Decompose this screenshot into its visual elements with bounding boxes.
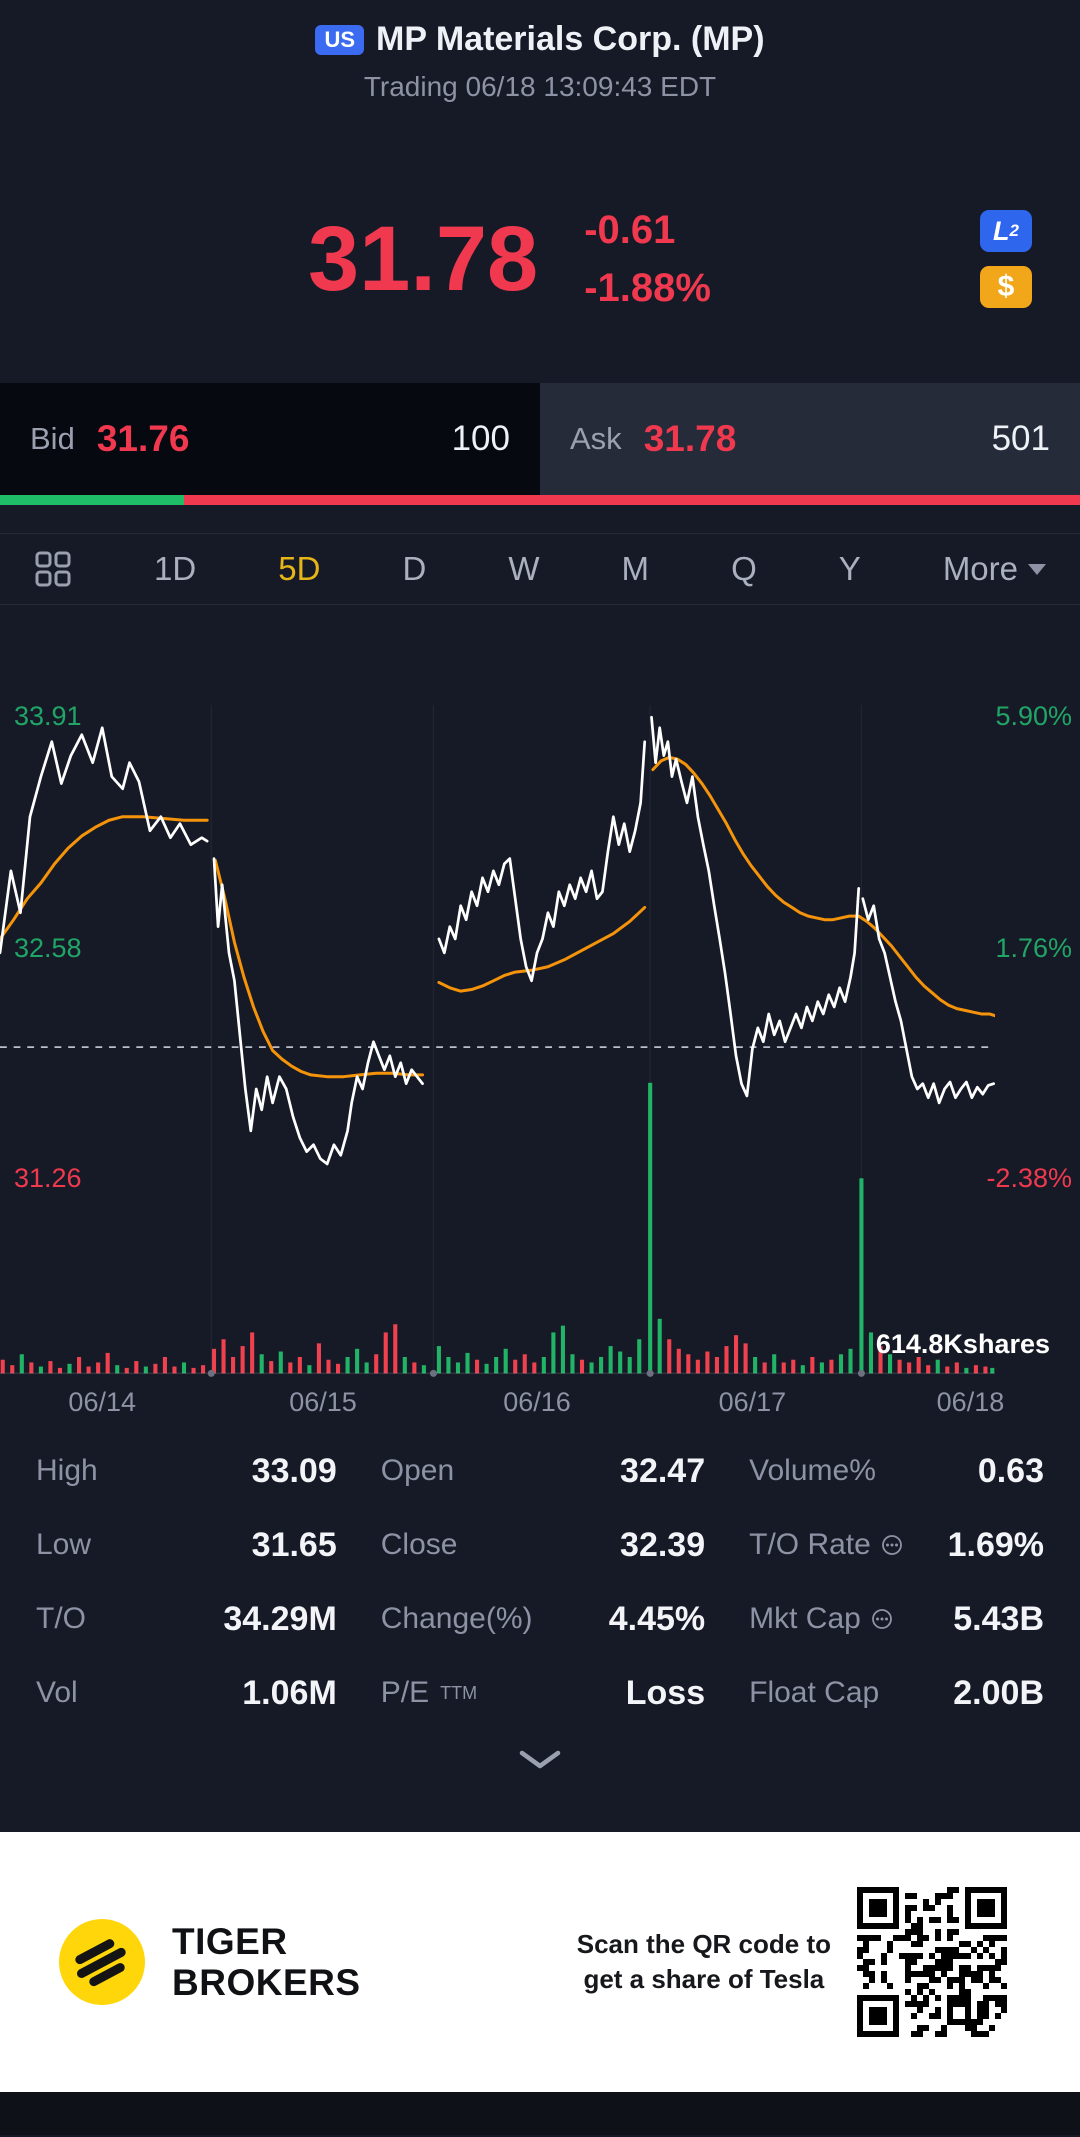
order-book-bar: Bid 31.76 100 Ask 31.78 501 [0, 383, 1080, 505]
stat-p-e: P/E TTM Loss [381, 1656, 705, 1730]
chart-area: 33.91 32.58 31.26 5.90% 1.76% -2.38% 614… [0, 605, 1080, 1420]
qr-code [857, 1887, 1007, 2037]
ask-panel[interactable]: Ask 31.78 501 [540, 383, 1080, 495]
pct-axis-mid-label: 1.76% [995, 933, 1072, 963]
ask-ratio-segment [183, 495, 1080, 505]
x-label-06-14: 06/14 [68, 1387, 137, 1417]
price-chart[interactable] [0, 705, 995, 1387]
y-axis-high-label: 33.91 [14, 701, 82, 731]
pct-axis-low-label: -2.38% [986, 1163, 1072, 1193]
promo-footer: TIGER BROKERS Scan the QR code to get a … [0, 1832, 1080, 2092]
tab-w[interactable]: W [508, 550, 540, 587]
tab-d[interactable]: D [402, 550, 427, 587]
timeframe-tabs: 1D 5D D W M Q Y More [0, 533, 1080, 605]
title-row: US MP Materials Corp. (MP) [0, 20, 1080, 59]
tab-q[interactable]: Q [731, 550, 757, 587]
stat-label: Vol [36, 1676, 78, 1709]
stat-volume-: Volume% 0.63 [749, 1434, 1044, 1508]
stat-vol: Vol 1.06M [36, 1656, 337, 1730]
stat-label: Close [380, 1528, 458, 1561]
bid-ask-ratio-bar [0, 495, 1080, 505]
tab-1d[interactable]: 1D [154, 550, 197, 587]
info-icon[interactable] [880, 1533, 904, 1557]
x-label-06-16: 06/16 [503, 1387, 571, 1417]
stat-label: Float Cap [749, 1676, 880, 1709]
brand-name: TIGER BROKERS [172, 1920, 361, 2003]
x-label-06-15: 06/15 [289, 1387, 357, 1417]
stat-label: T/O Rate [749, 1528, 904, 1562]
trading-status: Trading 06/18 13:09:43 EDT [363, 71, 717, 102]
stat-label: Change(%) [380, 1602, 533, 1635]
bid-label: Bid [30, 421, 75, 456]
stat-value: 32.39 [620, 1525, 706, 1564]
chevron-down-icon [519, 1750, 561, 1769]
stat-label: Open [380, 1454, 455, 1487]
ask-label: Ask [570, 421, 622, 456]
info-icon[interactable] [870, 1607, 894, 1631]
stat-low: Low 31.65 [36, 1508, 337, 1582]
dollar-badge[interactable]: $ [980, 266, 1032, 308]
price-change-block: -0.61 -1.88% [584, 201, 711, 317]
stat-label: Mkt Cap [749, 1602, 894, 1636]
stat-change-: Change(%) 4.45% [381, 1582, 705, 1656]
stat-t-o: T/O 34.29M [36, 1582, 337, 1656]
volume-annotation: 614.8Kshares [875, 1329, 1050, 1359]
stat-label: Volume% [749, 1454, 876, 1487]
ask-size: 501 [991, 419, 1050, 458]
header: US MP Materials Corp. (MP) Trading 06/18… [0, 0, 1080, 103]
tab-more[interactable]: More [943, 550, 1046, 588]
bid-panel[interactable]: Bid 31.76 100 [0, 383, 540, 495]
stat-float-cap: Float Cap 2.00B [749, 1656, 1044, 1730]
ask-price: 31.78 [643, 418, 737, 459]
x-label-06-17: 06/17 [718, 1387, 787, 1417]
stat-value: 0.63 [977, 1451, 1044, 1490]
stat-label: P/E TTM [380, 1676, 478, 1709]
stat-value: 4.45% [608, 1599, 706, 1638]
tab-y[interactable]: Y [838, 550, 861, 587]
stat-value: 2.00B [953, 1673, 1044, 1712]
dropdown-caret-icon [1028, 563, 1046, 575]
stat-mkt-cap: Mkt Cap 5.43B [749, 1582, 1044, 1656]
chart-layout-icon[interactable] [34, 550, 72, 588]
stat-value: 5.43B [953, 1599, 1044, 1638]
bottom-bar [0, 2092, 1080, 2135]
stat-value: 32.47 [620, 1451, 706, 1490]
bid-price: 31.76 [96, 418, 190, 459]
x-label-06-18: 06/18 [936, 1387, 1005, 1417]
stat-high: High 33.09 [36, 1434, 337, 1508]
bid-ratio-segment [0, 495, 184, 505]
stat-close: Close 32.39 [381, 1508, 705, 1582]
price-change-pct: -1.88% [584, 266, 711, 310]
stats-grid: High 33.09 Open 32.47 Volume% 0.63 Low 31.65 Clo… [0, 1420, 1080, 1730]
last-price: 31.78 [308, 208, 539, 310]
stat-value: 1.06M [242, 1673, 337, 1712]
stat-label: Low [36, 1528, 92, 1561]
expand-toggle[interactable] [0, 1730, 1080, 1790]
bid-size: 100 [451, 419, 510, 458]
stat-value: 31.65 [251, 1525, 337, 1564]
tab-5d[interactable]: 5D [278, 550, 321, 587]
stat-value: 33.09 [251, 1451, 337, 1490]
pct-axis-high-label: 5.90% [995, 701, 1072, 731]
qr-promo-text: Scan the QR code to get a share of Tesla [576, 1928, 831, 1994]
stat-value: 34.29M [223, 1599, 337, 1638]
page-title: MP Materials Corp. (MP) [376, 20, 765, 58]
chart-x-labels: 06/14 06/15 06/16 06/17 06/18 [0, 1387, 1004, 1421]
tab-m[interactable]: M [621, 550, 650, 587]
stat-label: High [36, 1454, 98, 1487]
tiger-brokers-logo [58, 1918, 146, 2006]
y-axis-mid-label: 32.58 [14, 933, 82, 963]
exchange-badge: US [315, 24, 364, 55]
price-change: -0.61 [584, 208, 676, 252]
stat-label: T/O [36, 1602, 86, 1635]
stat-value: Loss [625, 1673, 706, 1712]
stat-value: 1.69% [947, 1525, 1044, 1564]
stat-t-o-rate: T/O Rate 1.69% [749, 1508, 1044, 1582]
y-axis-low-label: 31.26 [14, 1163, 82, 1193]
stat-open: Open 32.47 [381, 1434, 705, 1508]
